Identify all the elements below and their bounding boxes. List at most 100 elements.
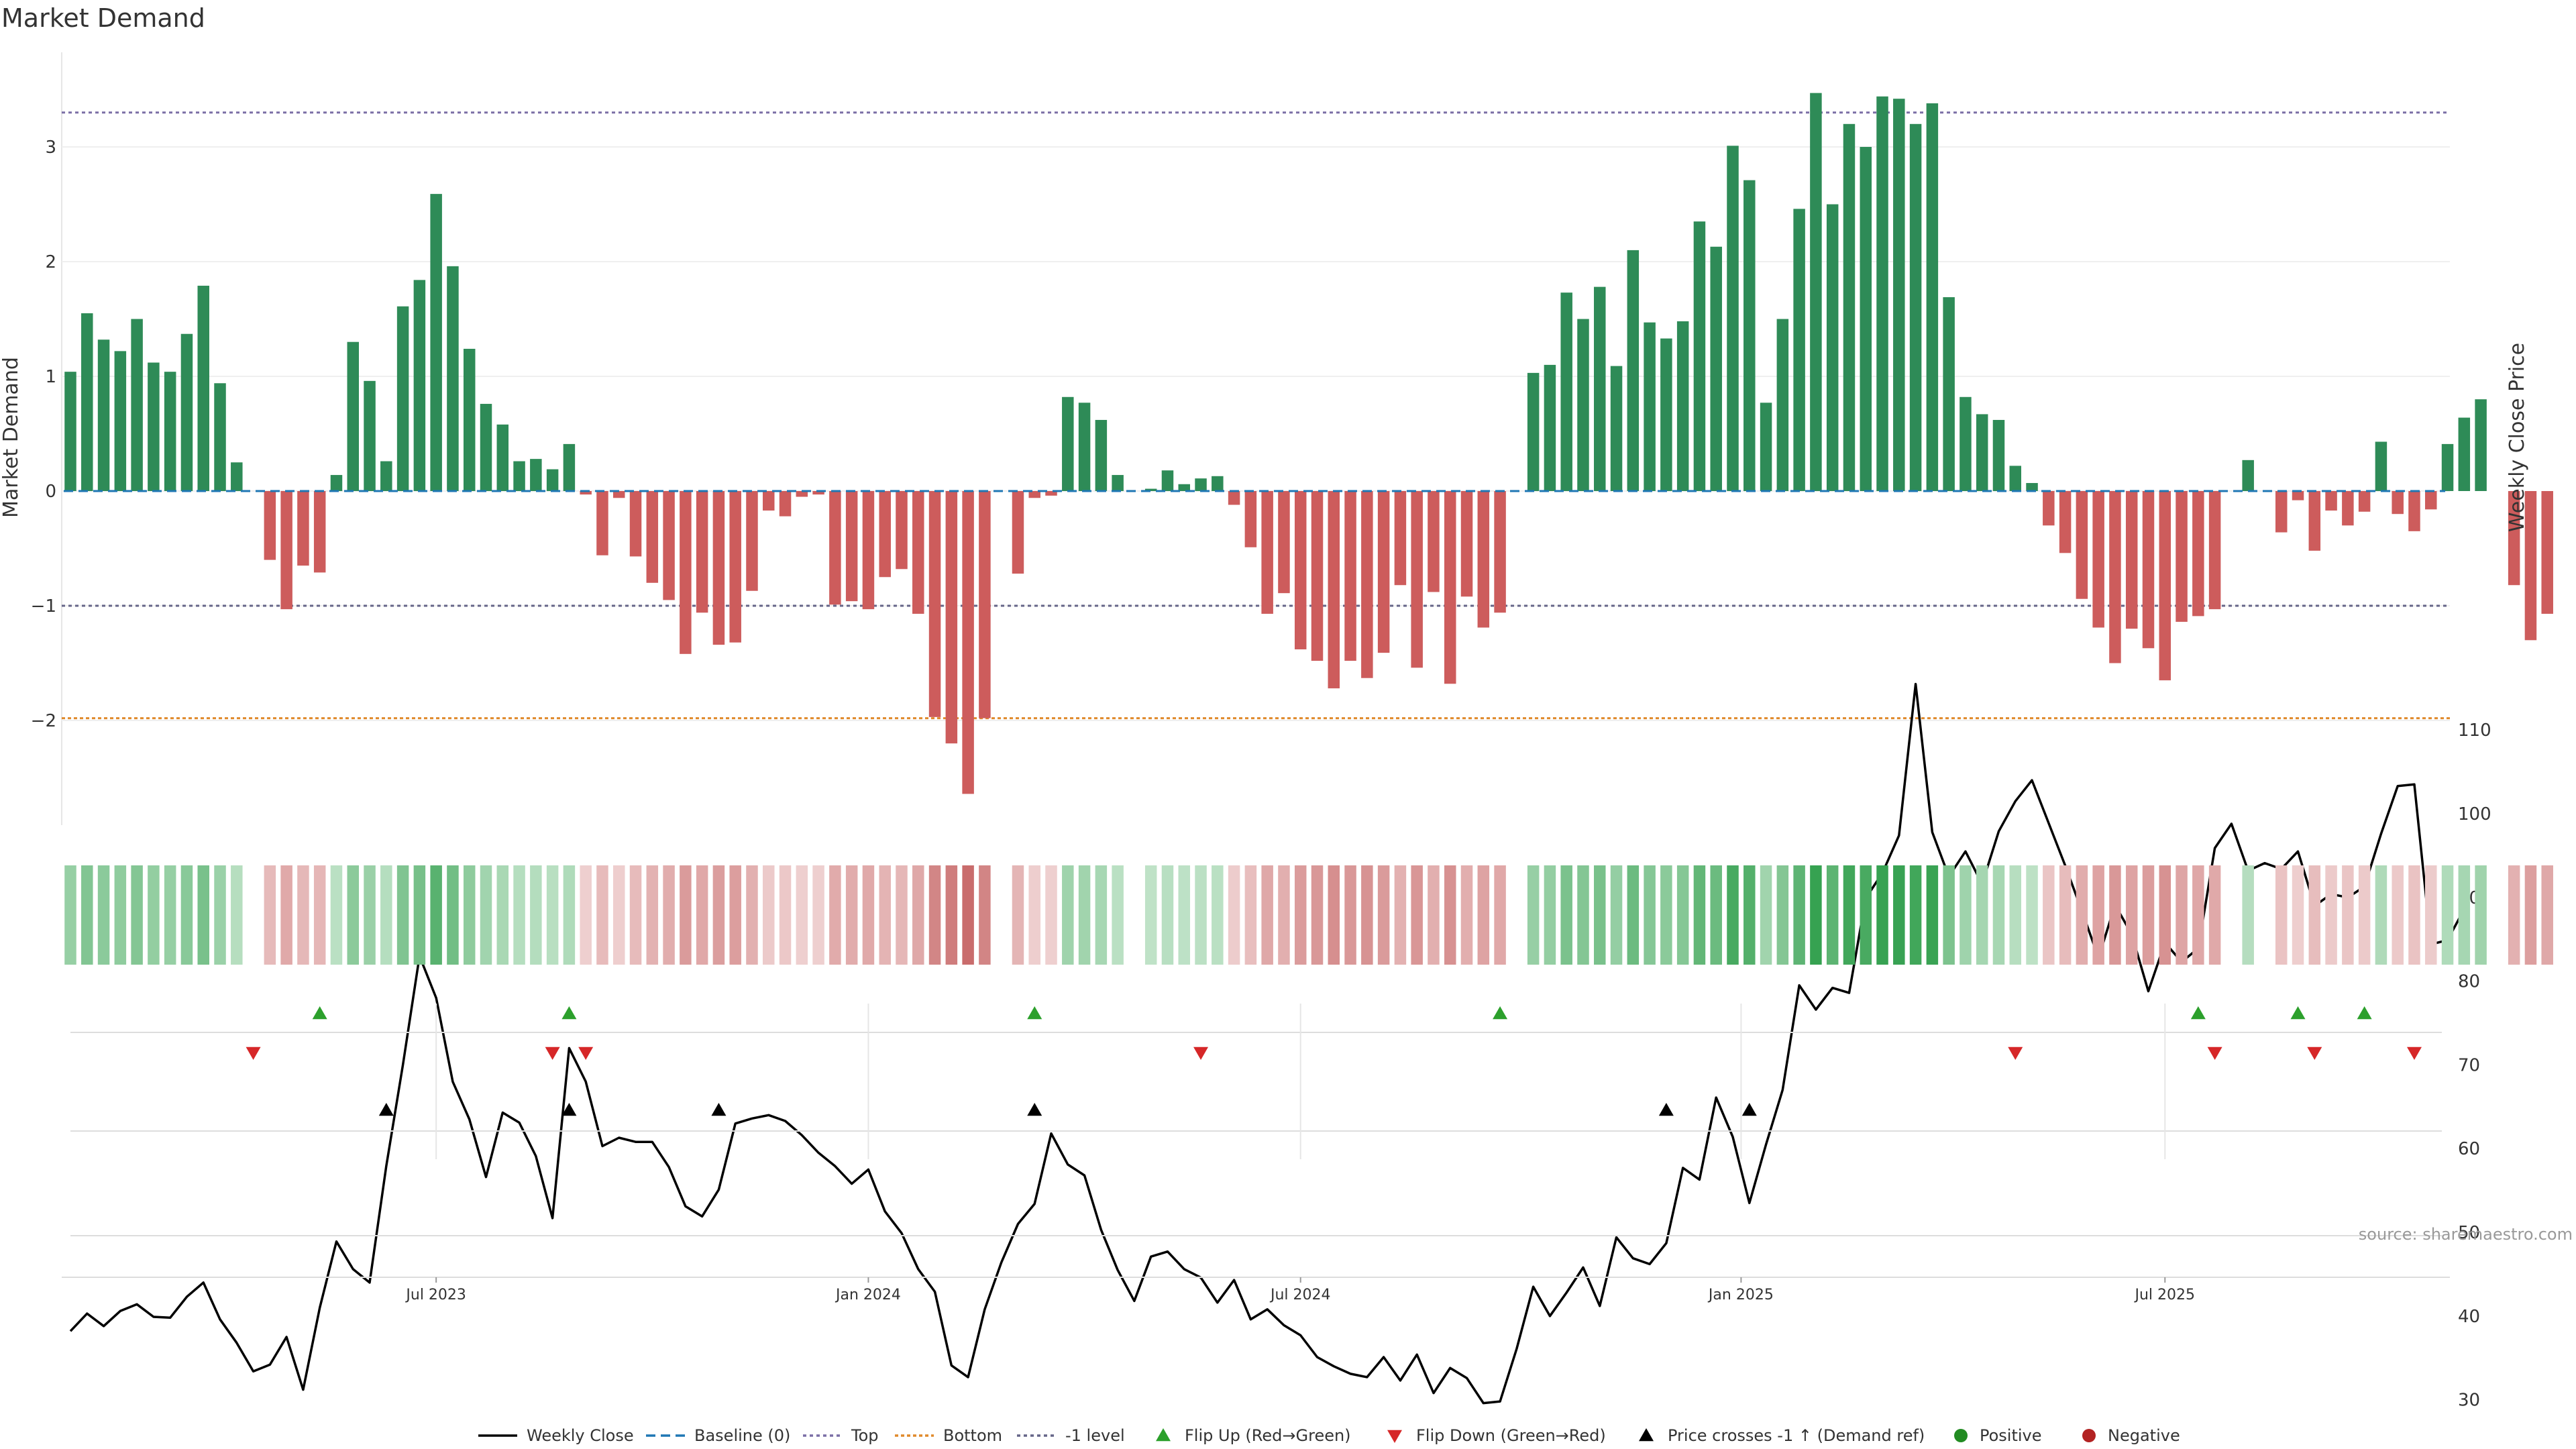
demand-bar	[1544, 364, 1556, 491]
demand-heat-strip	[64, 865, 2553, 965]
heat-cell	[1793, 865, 1805, 965]
x-tick-label: Jan 2025	[1707, 1287, 1774, 1303]
demand-bar	[1294, 491, 1307, 649]
right-tick-label: 110	[2458, 720, 2491, 741]
demand-bar	[2208, 491, 2221, 610]
flip-down-marker	[2207, 1046, 2222, 1060]
legend-baseline: Baseline (0)	[646, 1426, 790, 1445]
legend-swatch	[1954, 1429, 1968, 1442]
heat-cell	[413, 865, 426, 965]
heat-cell	[396, 865, 409, 965]
right-tick-label: 30	[2458, 1391, 2480, 1411]
x-tick-label: Jul 2023	[405, 1287, 466, 1303]
demand-bar	[896, 491, 908, 570]
demand-bar	[962, 491, 974, 794]
heat-cell	[962, 865, 974, 965]
heat-cell	[1727, 865, 1739, 965]
demand-bar	[1926, 103, 1939, 491]
left-tick-label: 3	[45, 138, 56, 158]
heat-cell	[1411, 865, 1423, 965]
demand-bar	[180, 333, 193, 491]
heat-cell	[513, 865, 525, 965]
heat-cell	[912, 865, 924, 965]
heat-cell	[2541, 865, 2553, 965]
legend-label: Flip Down (Green→Red)	[1416, 1426, 1606, 1445]
heat-cell	[2043, 865, 2055, 965]
right-tick-label: 80	[2458, 972, 2480, 992]
left-tick-label: 0	[45, 482, 56, 502]
demand-bar	[2308, 491, 2321, 551]
heat-cell	[1062, 865, 1074, 965]
legend-swatch	[2082, 1429, 2096, 1442]
heat-cell	[1112, 865, 1124, 965]
heat-cell	[1926, 865, 1939, 965]
demand-bar	[546, 469, 559, 491]
demand-bar	[945, 491, 958, 744]
heat-cell	[148, 865, 160, 965]
heat-cell	[1710, 865, 1722, 965]
demand-bar	[796, 491, 808, 497]
legend-weekly-close: Weekly Close	[478, 1426, 634, 1445]
demand-bar	[2441, 443, 2454, 491]
x-axis-ticks: Jul 2023 Jan 2024 Jul 2024 Jan 2025 Jul 2025	[405, 1277, 2195, 1303]
flip-up-marker	[2190, 1006, 2206, 1020]
demand-bar	[2043, 491, 2055, 526]
demand-bar	[1793, 209, 1805, 491]
heat-cell	[1693, 865, 1706, 965]
heat-cell	[313, 865, 326, 965]
demand-bar	[1278, 491, 1290, 594]
signal-markers	[246, 1006, 2422, 1116]
heat-cell	[2142, 865, 2155, 965]
heat-cell	[380, 865, 392, 965]
demand-bar	[480, 404, 492, 491]
heat-cell	[1212, 865, 1224, 965]
heat-cell	[180, 865, 193, 965]
heat-cell	[1527, 865, 1540, 965]
demand-bar	[1876, 96, 1888, 491]
demand-bar	[2176, 491, 2188, 622]
heat-cell	[347, 865, 360, 965]
heat-cell	[81, 865, 93, 965]
heat-cell	[729, 865, 741, 965]
heat-cell	[1344, 865, 1356, 965]
demand-bar	[2275, 491, 2288, 533]
demand-bar	[1394, 491, 1407, 586]
demand-bar	[2458, 417, 2471, 491]
demand-bar	[646, 491, 659, 583]
demand-bar	[2026, 483, 2038, 491]
heat-cell	[696, 865, 708, 965]
demand-bar	[580, 491, 592, 495]
heat-cell	[663, 865, 675, 965]
right-axis-ticks: 11010090807060504030	[2458, 720, 2491, 1410]
heat-cell	[2059, 865, 2072, 965]
right-tick-label: 60	[2458, 1139, 2480, 1159]
heat-cell	[1860, 865, 1872, 965]
right-tick-label: 100	[2458, 804, 2491, 824]
price-cross-marker	[711, 1103, 727, 1116]
heat-cell	[979, 865, 991, 965]
legend-label: -1 level	[1065, 1426, 1125, 1445]
heat-cell	[1494, 865, 1506, 965]
demand-bar	[1976, 414, 1988, 491]
heat-cell	[264, 865, 276, 965]
demand-bar	[879, 491, 891, 578]
legend-swatch	[1639, 1428, 1654, 1442]
demand-bar	[1477, 491, 1490, 628]
heat-cell	[1294, 865, 1307, 965]
source-label: source: sharemaestro.com	[2359, 1225, 2573, 1244]
demand-bar	[1660, 338, 1672, 491]
heat-cell	[1676, 865, 1689, 965]
demand-bar	[1028, 491, 1040, 498]
heat-cell	[1992, 865, 2005, 965]
heat-cell	[646, 865, 659, 965]
heat-cell	[1876, 865, 1888, 965]
heat-cell	[1377, 865, 1390, 965]
right-tick-label: 70	[2458, 1055, 2480, 1075]
demand-bar	[1743, 180, 1756, 491]
heat-cell	[879, 865, 891, 965]
demand-bar	[928, 491, 941, 717]
flip-up-marker	[561, 1006, 577, 1020]
demand-bar	[1627, 250, 1640, 491]
demand-bar	[845, 491, 858, 602]
